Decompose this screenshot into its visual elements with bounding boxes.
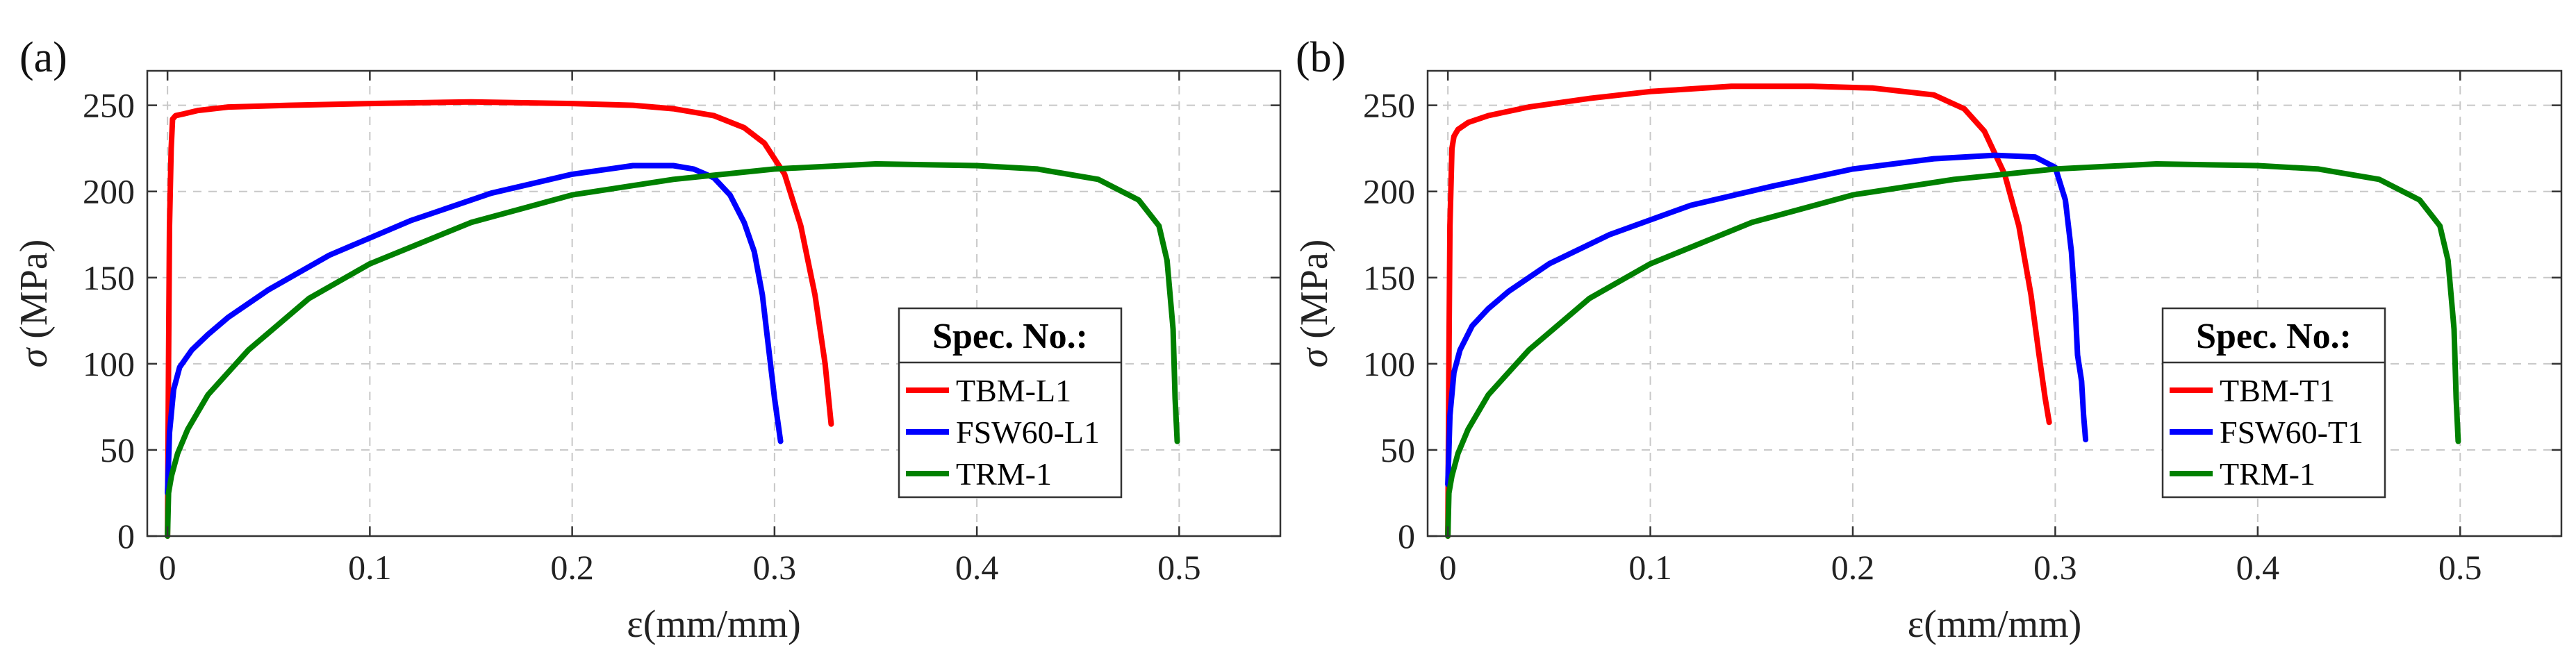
legend-box — [2161, 307, 2386, 499]
x-tick-label: 0 — [1439, 548, 1457, 587]
legend-title: Spec. No.: — [932, 317, 1088, 356]
x-tick-label: 0.1 — [1628, 548, 1672, 587]
x-tick-label: 0.3 — [753, 548, 797, 587]
chart-panel-0: 0 0.1 0.2 0.3 0.4 0.5 0 50 100 150 200 250 ε(mm/mm) σ… — [13, 34, 1282, 646]
x-tick-label: 0.4 — [2236, 548, 2280, 587]
y-tick-label: 200 — [1363, 172, 1415, 211]
y-tick-label: 100 — [83, 344, 135, 383]
y-axis-unit: (MPa) — [13, 240, 56, 349]
x-tick-label: 0.3 — [2033, 548, 2077, 587]
y-tick-label: 50 — [100, 431, 135, 469]
panel-label: (a) — [19, 34, 67, 81]
y-axis-unit: (MPa) — [1293, 240, 1336, 349]
axes-box — [146, 69, 1282, 537]
y-axis-label: σ (MPa) — [13, 240, 56, 368]
x-tick-label: 0.4 — [955, 548, 999, 587]
legend-entry-trm-1: TRM-1 — [956, 456, 1052, 492]
legend: Spec. No.: TBM-L1 FSW60-L1 TRM-1 — [898, 307, 1123, 499]
x-axis-label: ε(mm/mm) — [627, 603, 801, 646]
x-tick-label: 0 — [159, 548, 176, 587]
y-tick-label: 150 — [1363, 258, 1415, 297]
legend-entry-fsw60-t1: FSW60-T1 — [2220, 415, 2363, 450]
y-tick-label: 0 — [1398, 517, 1415, 556]
series-line-tbm-t1 — [1445, 83, 2052, 539]
x-tick-label: 0.5 — [1157, 548, 1201, 587]
series-line-trm-1 — [165, 161, 1180, 539]
legend-entry-tbm-t1: TBM-T1 — [2220, 373, 2335, 408]
y-tick-label: 150 — [83, 258, 135, 297]
y-tick-label: 100 — [1363, 344, 1415, 383]
y-tick-label: 0 — [117, 517, 135, 556]
y-tick-label: 250 — [1363, 86, 1415, 125]
y-axis-label: σ (MPa) — [1293, 240, 1336, 368]
panel-label: (b) — [1296, 34, 1346, 81]
plot-area — [1428, 71, 2561, 536]
y-axis-symbol: σ — [1293, 347, 1336, 367]
y-tick-label: 50 — [1380, 431, 1415, 469]
series-line-fsw60-l1 — [165, 162, 784, 496]
axes-box — [1426, 69, 2563, 537]
y-axis-symbol: σ — [13, 347, 56, 367]
x-tick-label: 0.2 — [1831, 548, 1875, 587]
y-tick-label: 200 — [83, 172, 135, 211]
legend-box — [898, 307, 1123, 499]
legend-entry-fsw60-l1: FSW60-L1 — [956, 415, 1100, 450]
legend: Spec. No.: TBM-T1 FSW60-T1 TRM-1 — [2161, 307, 2386, 499]
x-tick-label: 0.5 — [2438, 548, 2482, 587]
x-tick-label: 0.1 — [348, 548, 392, 587]
legend-entry-trm-1: TRM-1 — [2220, 456, 2315, 492]
x-tick-label: 0.2 — [550, 548, 594, 587]
series-line-trm-1 — [1445, 161, 2461, 539]
x-axis-label: ε(mm/mm) — [1908, 603, 2082, 646]
series-line-fsw60-t1 — [1445, 152, 2089, 487]
y-tick-label: 250 — [83, 86, 135, 125]
legend-entry-tbm-l1: TBM-L1 — [956, 373, 1071, 408]
chart-panel-1: 0 0.1 0.2 0.3 0.4 0.5 0 50 100 150 200 250 ε(mm/mm) σ… — [1293, 34, 2563, 646]
series-line-tbm-l1 — [165, 99, 834, 539]
legend-title: Spec. No.: — [2196, 317, 2352, 356]
